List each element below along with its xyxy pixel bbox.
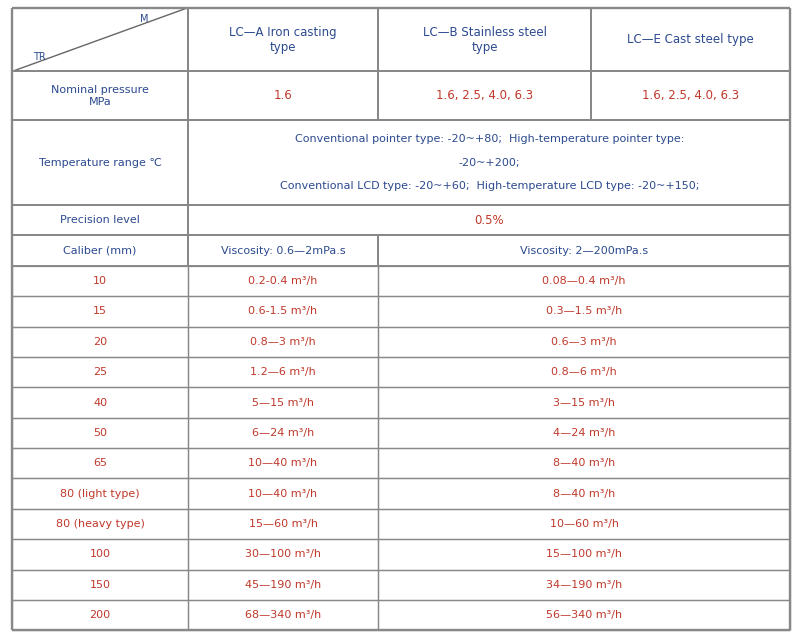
Text: 0.8—3 m³/h: 0.8—3 m³/h	[250, 337, 316, 347]
Text: 8—40 m³/h: 8—40 m³/h	[553, 458, 615, 468]
Text: 150: 150	[90, 580, 110, 590]
Text: Conventional pointer type: -20~+80;  High-temperature pointer type:: Conventional pointer type: -20~+80; High…	[294, 134, 684, 144]
Text: 10—40 m³/h: 10—40 m³/h	[249, 489, 318, 499]
Text: 5—15 m³/h: 5—15 m³/h	[252, 397, 314, 408]
Text: 15—100 m³/h: 15—100 m³/h	[546, 549, 622, 560]
Text: 34—190 m³/h: 34—190 m³/h	[546, 580, 622, 590]
Text: 8—40 m³/h: 8—40 m³/h	[553, 489, 615, 499]
Text: 0.8—6 m³/h: 0.8—6 m³/h	[551, 367, 617, 377]
Text: 25: 25	[93, 367, 107, 377]
Text: 6—24 m³/h: 6—24 m³/h	[252, 428, 314, 438]
Text: 20: 20	[93, 337, 107, 347]
Text: 1.6, 2.5, 4.0, 6.3: 1.6, 2.5, 4.0, 6.3	[436, 89, 533, 102]
Text: 68—340 m³/h: 68—340 m³/h	[245, 610, 321, 620]
Text: 45—190 m³/h: 45—190 m³/h	[245, 580, 321, 590]
Text: 1.6, 2.5, 4.0, 6.3: 1.6, 2.5, 4.0, 6.3	[642, 89, 739, 102]
Text: 200: 200	[90, 610, 110, 620]
Text: 10—60 m³/h: 10—60 m³/h	[550, 519, 618, 529]
Text: LC—A Iron casting
type: LC—A Iron casting type	[230, 26, 337, 54]
Text: 4—24 m³/h: 4—24 m³/h	[553, 428, 615, 438]
Text: 0.3—1.5 m³/h: 0.3—1.5 m³/h	[546, 306, 622, 316]
Text: 100: 100	[90, 549, 110, 560]
Text: LC—B Stainless steel
type: LC—B Stainless steel type	[422, 26, 546, 54]
Text: 0.6-1.5 m³/h: 0.6-1.5 m³/h	[249, 306, 318, 316]
Text: 1.6: 1.6	[274, 89, 293, 102]
Text: 0.6—3 m³/h: 0.6—3 m³/h	[551, 337, 617, 347]
Text: 80 (heavy type): 80 (heavy type)	[55, 519, 145, 529]
Text: -20~+200;: -20~+200;	[458, 158, 520, 168]
Text: Precision level: Precision level	[60, 215, 140, 225]
Text: 56—340 m³/h: 56—340 m³/h	[546, 610, 622, 620]
Text: Nominal pressure
MPa: Nominal pressure MPa	[51, 85, 149, 107]
Text: LC—E Cast steel type: LC—E Cast steel type	[627, 33, 754, 46]
Text: 0.5%: 0.5%	[474, 214, 504, 226]
Text: 30—100 m³/h: 30—100 m³/h	[245, 549, 321, 560]
Text: 0.2-0.4 m³/h: 0.2-0.4 m³/h	[248, 276, 318, 286]
Text: Viscosity: 0.6—2mPa.s: Viscosity: 0.6—2mPa.s	[221, 246, 346, 256]
Text: 1.2—6 m³/h: 1.2—6 m³/h	[250, 367, 316, 377]
Text: 65: 65	[93, 458, 107, 468]
Text: 50: 50	[93, 428, 107, 438]
Text: 10—40 m³/h: 10—40 m³/h	[249, 458, 318, 468]
Text: TR: TR	[33, 52, 46, 63]
Text: 0.08—0.4 m³/h: 0.08—0.4 m³/h	[542, 276, 626, 286]
Text: Conventional LCD type: -20~+60;  High-temperature LCD type: -20~+150;: Conventional LCD type: -20~+60; High-tem…	[279, 181, 699, 191]
Text: 10: 10	[93, 276, 107, 286]
Text: 3—15 m³/h: 3—15 m³/h	[554, 397, 615, 408]
Text: 40: 40	[93, 397, 107, 408]
Text: M: M	[140, 14, 148, 24]
Text: Temperature range ℃: Temperature range ℃	[38, 158, 162, 168]
Text: Viscosity: 2—200mPa.s: Viscosity: 2—200mPa.s	[520, 246, 648, 256]
Text: 15—60 m³/h: 15—60 m³/h	[249, 519, 318, 529]
Text: 15: 15	[93, 306, 107, 316]
Text: 80 (light type): 80 (light type)	[60, 489, 140, 499]
Text: Caliber (mm): Caliber (mm)	[63, 246, 137, 256]
